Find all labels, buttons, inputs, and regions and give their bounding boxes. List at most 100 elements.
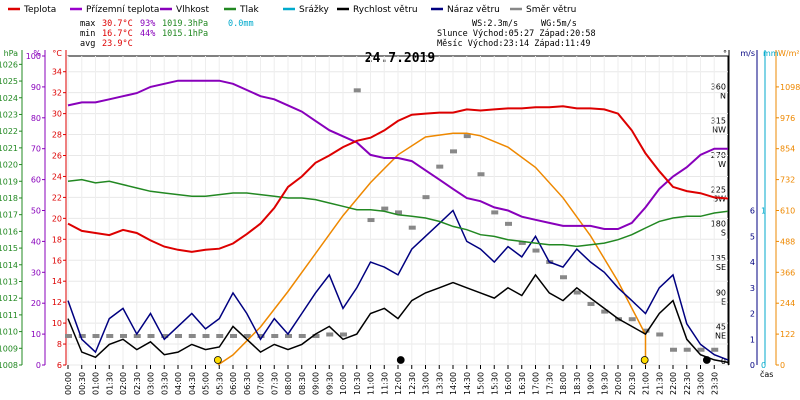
dir-tick-compass: SE — [716, 263, 726, 272]
mm-tick-label: 1 — [761, 207, 766, 216]
axis-tick-label: 10 — [31, 330, 41, 339]
wind-direction-point — [408, 225, 416, 230]
x-tick-label: 20:00 — [614, 372, 623, 395]
x-axis: 00:00 00:30 01:00 01:30 02:00 02:30 03:00 03:30… — [64, 365, 719, 395]
x-tick-label: 13:00 — [422, 372, 431, 395]
info-ws: WS:2.3m/s — [472, 19, 518, 29]
series-layer — [65, 79, 729, 366]
dir-tick-compass: S — [721, 229, 726, 238]
x-tick-label: 08:30 — [298, 372, 307, 395]
wind-direction-point — [422, 195, 430, 200]
axis-tick-label: 100 — [26, 52, 41, 61]
wind-direction-point — [477, 172, 485, 177]
x-tick-label: 07:30 — [270, 372, 279, 395]
wind-direction-point — [573, 290, 581, 295]
x-tick-label: 11:00 — [367, 372, 376, 395]
x-tick-label: 17:30 — [545, 372, 554, 395]
wind-direction-point — [133, 334, 141, 339]
wind-direction-point — [353, 88, 361, 93]
wind-direction-point — [188, 334, 196, 339]
x-tick-label: 10:00 — [339, 372, 348, 395]
x-tick-label: 13:30 — [435, 372, 444, 395]
stat-max-label: max — [80, 19, 95, 29]
dir-axis-label: ° — [723, 49, 727, 58]
wind-direction-point — [147, 334, 155, 339]
wind-direction-point — [505, 221, 512, 226]
dir-tick-label: 45 — [716, 323, 726, 332]
x-tick-label: 12:00 — [394, 372, 403, 395]
stat-avg-temp: 23.9°C — [102, 39, 133, 49]
ms-axis-label: m/s — [740, 49, 755, 58]
wm2-tick-label: 366 — [780, 268, 795, 277]
axis-tick-label: 60 — [31, 176, 41, 185]
stat-min-temp: 16.7°C — [102, 29, 133, 39]
x-tick-label: 12:30 — [408, 372, 417, 395]
axis-tick-label: 1016 — [0, 227, 18, 236]
ms-tick-label: 0 — [750, 361, 755, 370]
axis-tick-label: 20 — [31, 299, 41, 308]
axis-tick-label: 1015 — [0, 244, 18, 253]
moon-marker — [702, 356, 711, 364]
x-tick-label: 22:00 — [669, 372, 678, 395]
axis-tick-label: 1012 — [0, 294, 18, 303]
x-tick-label: 23:30 — [710, 372, 719, 395]
axis-tick-label: 50 — [31, 207, 41, 216]
x-tick-label: 06:30 — [243, 372, 252, 395]
x-tick-label: 19:30 — [600, 372, 609, 395]
dir-tick-compass: W — [718, 160, 726, 169]
wind-direction-point — [381, 206, 389, 211]
wind-direction-point — [340, 332, 347, 337]
wind-direction-point — [628, 317, 636, 322]
x-tick-label: 20:30 — [628, 372, 637, 395]
wm2-tick-label: 0 — [780, 361, 785, 370]
x-tick-label: 09:00 — [312, 372, 321, 395]
legend-label: Tlak — [239, 5, 260, 15]
wind-direction-point — [106, 334, 114, 339]
wind-direction-point — [518, 240, 526, 245]
x-tick-label: 16:00 — [504, 372, 513, 395]
stat-avg-label: avg — [80, 39, 95, 49]
ms-tick-label: 4 — [750, 258, 755, 267]
left-axes: hPa1008100910101011101210131014101510161… — [0, 49, 67, 370]
wind-direction-point — [120, 334, 127, 339]
axis-tick-label: 1017 — [0, 211, 18, 220]
x-tick-label: 18:30 — [573, 372, 582, 395]
mm-tick-label: 0 — [761, 361, 766, 370]
wind-direction-point — [395, 210, 402, 215]
wind-direction-point — [326, 332, 334, 337]
dir-tick-compass: NE — [715, 332, 726, 341]
stat-max-rain: 0.0mm — [228, 19, 254, 29]
x-tick-label: 14:00 — [449, 372, 458, 395]
axis-tick-label: 34 — [52, 68, 62, 77]
x-tick-label: 01:30 — [105, 372, 114, 395]
dir-tick-compass: SW — [713, 194, 726, 203]
x-tick-label: 03:30 — [160, 372, 169, 395]
wind-direction-point — [697, 347, 705, 352]
axis-tick-label: 12 — [52, 298, 62, 307]
wm2-tick-label: 976 — [780, 114, 795, 123]
wm2-axis-label: W/m² — [778, 49, 800, 58]
wind-direction-point — [656, 332, 664, 337]
x-tick-label: 19:00 — [587, 372, 596, 395]
x-tick-label: 08:00 — [284, 372, 293, 395]
x-tick-label: 06:00 — [229, 372, 238, 395]
dir-tick-label: 135 — [711, 254, 726, 263]
ms-tick-label: 2 — [750, 310, 755, 319]
wind-direction-point — [92, 334, 100, 339]
x-tick-label: 09:30 — [325, 372, 334, 395]
axis-tick-label: 40 — [31, 237, 41, 246]
x-axis-unit: čas — [760, 369, 773, 379]
stats-block: max 30.7°C 93% 1019.3hPa 0.0mm min 16.7°… — [80, 19, 254, 49]
x-tick-label: 21:00 — [642, 372, 651, 395]
wind-direction-point — [65, 334, 72, 339]
wind-direction-point — [587, 301, 595, 306]
dir-tick-compass: N — [720, 91, 726, 100]
stat-max-hum: 93% — [140, 19, 155, 29]
wind-direction-point — [175, 334, 182, 339]
axis-tick-label: 28 — [52, 131, 62, 140]
stat-min-label: min — [80, 29, 95, 39]
x-tick-label: 17:00 — [532, 372, 541, 395]
axis-tick-label: 1020 — [0, 161, 18, 170]
axis-tick-label: 1021 — [0, 144, 18, 153]
